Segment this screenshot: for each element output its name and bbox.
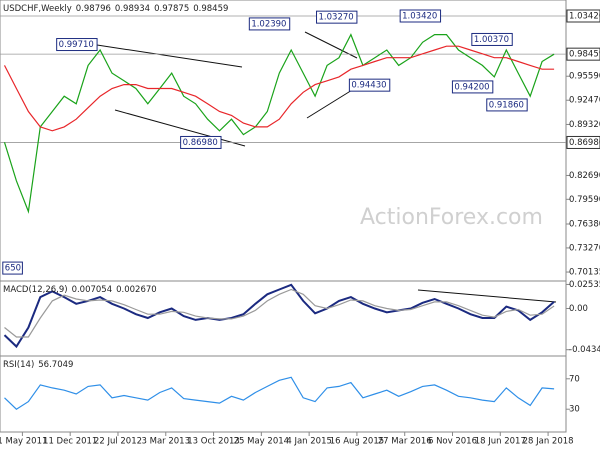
x-tick-label: 1 May 2011 [0,437,47,447]
readout-value: 0.002670 [116,285,157,295]
price-label: 1.00370 [474,35,509,45]
x-tick-label: 27 Mar 2016 [378,437,432,447]
y-tick-label: 30 [569,405,580,415]
price-label-box [451,80,494,94]
price-label-box [486,98,528,112]
price-label: 1.03270 [319,13,354,23]
trend-line [306,86,358,119]
plot-frame [0,0,567,433]
price-label-box [56,38,98,52]
y-tick-label: 0.98459 [569,50,600,60]
price-label: 650 [5,264,21,274]
readout-value: 0.97875 [154,4,189,14]
readout-value: 0.98796 [76,4,111,14]
trend-line [114,109,246,147]
price-label: 1.02390 [251,19,286,29]
price-label: 1.03420 [402,12,437,22]
y-tick-label: -0.043419 [569,345,600,355]
panel-title-text: USDCHF,Weekly [3,4,72,14]
x-tick-label: 28 Jan 2018 [523,437,574,447]
y-tick-label: 70 [569,374,580,384]
y-tick-label: 1.03420 [569,12,600,22]
x-tick-label: 4 Jan 2015 [286,437,332,447]
price-label-box [316,10,358,24]
trend-lines [96,31,557,303]
x-tick-label: 11 Dec 2011 [43,437,97,447]
panel-title-text: RSI(14) [3,360,34,370]
tick-box [566,47,600,61]
readout-value: 0.98934 [115,4,150,14]
x-tick-label: 18 Jun 2017 [475,437,526,447]
series-line [4,376,555,410]
watermark: ActionForex.com [360,205,543,230]
panel-title-text: MACD(12,26,9) [3,285,68,295]
y-tick-label: 0.00 [569,304,588,314]
panel-title: USDCHF,Weekly 0.98796 0.98934 0.97875 0.9845… [3,4,228,14]
price-label: 0.91860 [489,100,524,110]
readout-value: 0.007054 [72,285,113,295]
price-label-box [180,135,222,149]
panel-title: RSI(14) 56.7049 [3,360,73,370]
price-label-box [248,17,291,31]
price-label-box [471,32,513,46]
y-tick-label: 0.70135 [569,268,600,278]
tick-box [566,9,600,23]
y-tick-label: 0.025353 [569,280,600,290]
price-label: 0.99710 [59,40,94,50]
series-line [3,33,555,214]
price-label-box [399,9,442,23]
x-tick-label: 16 Aug 2015 [330,437,384,447]
x-tick-label: 25 May 2014 [234,437,289,447]
x-tick-label: 13 Oct 2013 [187,437,240,447]
readout-value: 0.98459 [193,4,228,14]
price-label-box [348,78,391,92]
series-line [4,288,555,338]
x-tick-label: 22 Jul 2012 [94,437,142,447]
series-line [3,283,555,349]
readout-value: 56.7049 [38,360,73,370]
x-tick-label: 3 Mar 2013 [142,437,190,447]
tick-box [566,135,600,149]
trend-line [417,289,557,303]
trend-line [96,44,243,68]
price-label: 0.94430 [351,81,386,91]
price-label: 0.94200 [454,82,489,92]
price-label: 0.86980 [183,138,218,148]
series-line [3,45,555,132]
panel-title: MACD(12,26,9) 0.007054 0.002670 [3,285,157,295]
y-tick-label: 0.86980 [569,138,600,148]
x-tick-label: 6 Nov 2016 [428,437,477,447]
price-label-box [2,261,23,275]
trend-line [304,31,358,59]
